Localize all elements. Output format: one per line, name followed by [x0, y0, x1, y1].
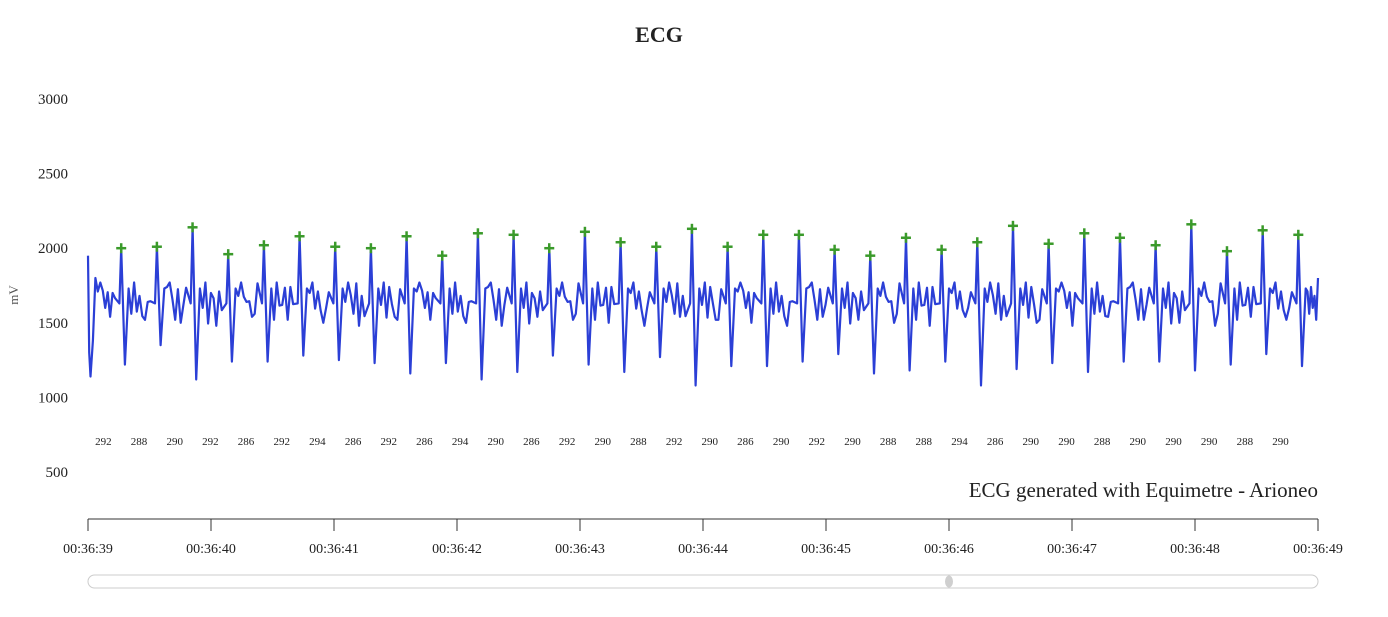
rr-interval-label: 292	[666, 436, 683, 448]
rr-interval-label: 288	[916, 436, 933, 448]
y-tick-label: 3000	[38, 92, 68, 108]
rr-interval-label: 290	[773, 436, 790, 448]
rr-interval-label: 286	[238, 436, 255, 448]
rr-interval-label: 286	[987, 436, 1004, 448]
r-peak-marker	[936, 244, 947, 255]
r-peak-marker	[793, 229, 804, 240]
time-tick-label: 00:36:46	[924, 542, 974, 557]
rr-interval-label: 290	[1272, 436, 1289, 448]
time-tick-label: 00:36:40	[186, 542, 236, 557]
rr-interval-label: 288	[1237, 436, 1254, 448]
time-tick-label: 00:36:49	[1293, 542, 1343, 557]
r-peak-marker	[1257, 225, 1268, 236]
rr-interval-label: 290	[1201, 436, 1218, 448]
r-peak-marker	[330, 241, 341, 252]
rr-interval-label: 288	[880, 436, 897, 448]
r-peak-marker	[472, 228, 483, 239]
r-peak-marker	[437, 250, 448, 261]
r-peak-marker	[1293, 229, 1304, 240]
rr-interval-label: 286	[737, 436, 754, 448]
rr-interval-label: 292	[809, 436, 826, 448]
rr-interval-label: 292	[273, 436, 290, 448]
y-axis-label: mV	[6, 285, 21, 305]
navigator-track[interactable]	[87, 574, 1319, 589]
y-tick-label: 2500	[38, 167, 68, 183]
r-peak-marker	[187, 222, 198, 233]
rr-interval-label: 294	[452, 436, 469, 448]
r-peak-marker	[401, 231, 412, 242]
r-peak-marker	[508, 229, 519, 240]
r-peak-marker	[686, 223, 697, 234]
rr-interval-label: 290	[1058, 436, 1075, 448]
r-peak-marker	[1007, 220, 1018, 231]
r-peak-marker	[758, 229, 769, 240]
rr-interval-label: 290	[1130, 436, 1147, 448]
rr-interval-label: 288	[1094, 436, 1111, 448]
ecg-line	[86, 223, 1320, 387]
rr-interval-label: 290	[166, 436, 183, 448]
r-peak-marker	[223, 249, 234, 260]
rr-interval-label: 292	[202, 436, 219, 448]
y-axis-ticks: 500 1000 1500 2000 2500 3000	[38, 92, 68, 481]
rr-interval-label: 288	[131, 436, 148, 448]
y-tick-label: 1500	[38, 316, 68, 332]
r-peak-marker	[1150, 240, 1161, 251]
r-peak-marker	[722, 241, 733, 252]
r-peak-marker	[1114, 232, 1125, 243]
time-tick-label: 00:36:41	[309, 542, 359, 557]
r-peak-marker	[1186, 219, 1197, 230]
r-peak-markers	[116, 219, 1304, 261]
rr-interval-labels: 292 288 290 292 286 292 294 286 292 286 294 290 286 2…	[95, 436, 1289, 448]
time-tick-label: 00:36:39	[63, 542, 113, 557]
r-peak-marker	[365, 243, 376, 254]
rr-interval-label: 286	[416, 436, 433, 448]
rr-interval-label: 286	[345, 436, 362, 448]
r-peak-marker	[829, 244, 840, 255]
rr-interval-label: 290	[702, 436, 719, 448]
r-peak-marker	[151, 241, 162, 252]
r-peak-marker	[615, 237, 626, 248]
chart-title: ECG	[635, 22, 683, 47]
r-peak-marker	[900, 232, 911, 243]
r-peak-marker	[651, 241, 662, 252]
y-tick-label: 1000	[38, 390, 68, 406]
y-tick-label: 2000	[38, 241, 68, 257]
navigator-handle[interactable]	[945, 575, 953, 588]
time-tick-label: 00:36:43	[555, 542, 605, 557]
r-peak-marker	[544, 243, 555, 254]
r-peak-marker	[1221, 246, 1232, 257]
r-peak-marker	[865, 250, 876, 261]
r-peak-marker	[1043, 238, 1054, 249]
time-tick-label: 00:36:48	[1170, 542, 1220, 557]
r-peak-marker	[579, 226, 590, 237]
y-tick-label: 500	[46, 465, 69, 481]
time-tick-label: 00:36:44	[678, 542, 728, 557]
rr-interval-label: 294	[309, 436, 326, 448]
credit-text: ECG generated with Equimetre - Arioneo	[969, 478, 1318, 502]
rr-interval-label: 290	[595, 436, 612, 448]
r-peak-marker	[294, 231, 305, 242]
rr-interval-label: 290	[487, 436, 504, 448]
r-peak-marker	[258, 240, 269, 251]
range-navigator[interactable]	[87, 574, 1319, 589]
time-axis: 00:36:39 00:36:40 00:36:41 00:36:42 00:36:43…	[63, 518, 1343, 557]
rr-interval-label: 290	[844, 436, 861, 448]
rr-interval-label: 292	[380, 436, 397, 448]
r-peak-marker	[116, 243, 127, 254]
rr-interval-label: 290	[1165, 436, 1182, 448]
time-tick-label: 00:36:45	[801, 542, 851, 557]
rr-interval-label: 286	[523, 436, 540, 448]
ecg-series	[86, 223, 1320, 387]
rr-interval-label: 294	[951, 436, 968, 448]
rr-interval-label: 288	[630, 436, 647, 448]
rr-interval-label: 292	[559, 436, 576, 448]
r-peak-marker	[972, 237, 983, 248]
r-peak-marker	[1079, 228, 1090, 239]
time-tick-label: 00:36:47	[1047, 542, 1097, 557]
rr-interval-label: 292	[95, 436, 112, 448]
rr-interval-label: 290	[1023, 436, 1040, 448]
time-tick-label: 00:36:42	[432, 542, 482, 557]
